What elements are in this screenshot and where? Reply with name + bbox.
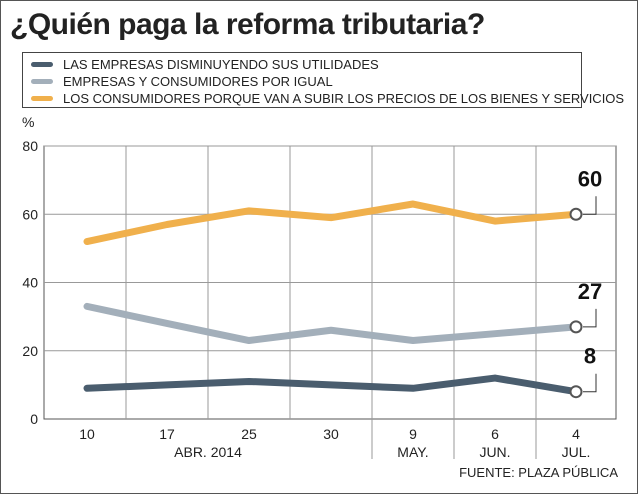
legend-item-empresas: LAS EMPRESAS DISMINUYENDO SUS UTILIDADES	[31, 56, 379, 72]
x-tick-label: 9	[409, 426, 417, 442]
legend: LAS EMPRESAS DISMINUYENDO SUS UTILIDADES…	[22, 52, 624, 108]
legend-item-igual: EMPRESAS Y CONSUMIDORES POR IGUAL	[31, 73, 333, 89]
callout-line	[583, 196, 597, 215]
x-tick-label: 4	[572, 426, 580, 442]
legend-swatch	[31, 95, 53, 101]
source-note: FUENTE: PLAZA PÚBLICA	[459, 465, 618, 480]
end-marker	[569, 207, 583, 221]
x-month-label: MAY.	[397, 444, 428, 460]
y-tick-label: 20	[22, 343, 38, 359]
x-tick-label: 25	[241, 426, 257, 442]
callout-line	[583, 308, 597, 328]
legend-item-consumidores: LOS CONSUMIDORES PORQUE VAN A SUBIR LOS …	[31, 90, 624, 106]
chart-title: ¿Quién paga la reforma tributaria?	[10, 8, 485, 41]
end-marker	[569, 320, 583, 334]
x-month-label: ABR. 2014	[174, 444, 242, 460]
y-unit-label: %	[22, 114, 34, 130]
y-tick-label: 40	[22, 275, 38, 291]
legend-swatch	[31, 61, 53, 67]
end-value-label: 8	[584, 344, 596, 369]
end-value-label: 27	[578, 279, 602, 304]
x-tick-label: 10	[79, 426, 95, 442]
callout-line	[583, 373, 597, 393]
y-tick-label: 60	[22, 206, 38, 222]
legend-label: EMPRESAS Y CONSUMIDORES POR IGUAL	[63, 73, 333, 89]
x-tick-label: 30	[323, 426, 339, 442]
end-marker	[569, 385, 583, 399]
x-month-label: JUL.	[562, 444, 591, 460]
legend-label: LOS CONSUMIDORES PORQUE VAN A SUBIR LOS …	[63, 90, 625, 106]
x-tick-label: 17	[159, 426, 175, 442]
legend-label: LAS EMPRESAS DISMINUYENDO SUS UTILIDADES	[63, 56, 379, 72]
legend-swatch	[31, 78, 53, 84]
x-tick-label: 6	[491, 426, 499, 442]
x-month-label: JUN.	[479, 444, 510, 460]
y-tick-label: 80	[22, 138, 38, 154]
end-value-label: 60	[578, 166, 602, 191]
y-tick-label: 0	[30, 411, 38, 427]
